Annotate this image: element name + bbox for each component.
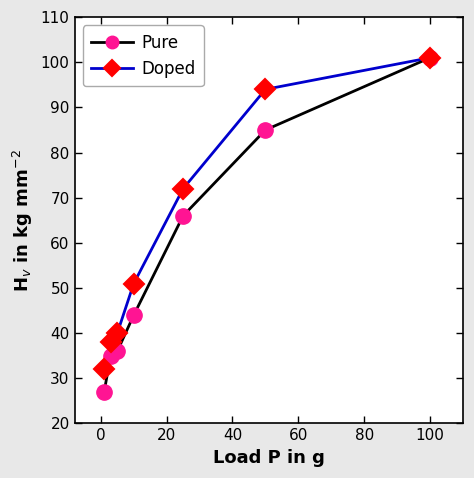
Y-axis label: H$_v$ in kg mm$^{-2}$: H$_v$ in kg mm$^{-2}$ <box>11 149 35 292</box>
Legend: Pure, Doped: Pure, Doped <box>83 25 204 87</box>
X-axis label: Load P in g: Load P in g <box>213 449 325 467</box>
